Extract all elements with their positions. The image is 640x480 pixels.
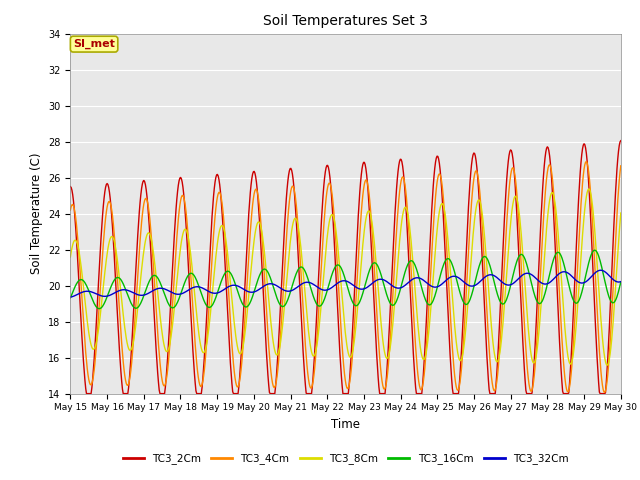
TC3_16Cm <box>219 275 227 280</box>
TC3_8Cm <box>67 254 74 260</box>
TC3_32Cm <box>429 284 436 289</box>
TC3_2Cm <box>67 184 74 190</box>
TC3_2Cm <box>413 391 421 396</box>
Line: TC3_4Cm: TC3_4Cm <box>70 162 621 392</box>
TC3_8Cm <box>218 223 226 228</box>
TC3_4Cm <box>189 307 196 312</box>
Line: TC3_16Cm: TC3_16Cm <box>70 250 621 309</box>
TC3_2Cm <box>77 306 84 312</box>
X-axis label: Time: Time <box>331 418 360 431</box>
TC3_4Cm <box>133 284 141 290</box>
TC3_8Cm <box>603 362 611 368</box>
TC3_8Cm <box>413 305 420 311</box>
TC3_16Cm <box>95 306 103 312</box>
TC3_2Cm <box>134 232 141 238</box>
TC3_2Cm <box>190 360 198 365</box>
TC3_8Cm <box>617 210 625 216</box>
TC3_16Cm <box>67 295 74 301</box>
TC3_4Cm <box>77 272 84 277</box>
TC3_8Cm <box>189 272 196 278</box>
TC3_8Cm <box>429 284 436 289</box>
TC3_8Cm <box>585 186 593 192</box>
Legend: TC3_2Cm, TC3_4Cm, TC3_8Cm, TC3_16Cm, TC3_32Cm: TC3_2Cm, TC3_4Cm, TC3_8Cm, TC3_16Cm, TC3… <box>118 449 573 468</box>
TC3_16Cm <box>429 298 437 303</box>
TC3_4Cm <box>601 389 609 395</box>
Title: Soil Temperatures Set 3: Soil Temperatures Set 3 <box>263 14 428 28</box>
TC3_8Cm <box>77 258 84 264</box>
TC3_2Cm <box>219 219 227 225</box>
TC3_32Cm <box>189 285 196 290</box>
TC3_2Cm <box>83 391 90 396</box>
TC3_2Cm <box>429 183 437 189</box>
TC3_8Cm <box>133 312 141 317</box>
Line: TC3_8Cm: TC3_8Cm <box>70 189 621 365</box>
Y-axis label: Soil Temperature (C): Soil Temperature (C) <box>29 153 43 275</box>
TC3_4Cm <box>429 238 436 244</box>
TC3_32Cm <box>413 275 420 281</box>
TC3_32Cm <box>133 291 141 297</box>
Text: SI_met: SI_met <box>73 39 115 49</box>
TC3_4Cm <box>67 207 74 213</box>
TC3_32Cm <box>617 279 625 285</box>
TC3_32Cm <box>77 290 84 296</box>
TC3_16Cm <box>591 247 598 253</box>
TC3_2Cm <box>617 138 625 144</box>
Line: TC3_32Cm: TC3_32Cm <box>70 270 621 297</box>
TC3_16Cm <box>617 279 625 285</box>
TC3_32Cm <box>597 267 605 273</box>
TC3_4Cm <box>582 159 590 165</box>
TC3_4Cm <box>617 163 625 168</box>
TC3_16Cm <box>413 268 421 274</box>
Line: TC3_2Cm: TC3_2Cm <box>70 141 621 394</box>
TC3_4Cm <box>413 355 420 361</box>
TC3_16Cm <box>134 305 141 311</box>
TC3_16Cm <box>77 277 84 283</box>
TC3_32Cm <box>218 288 226 294</box>
TC3_32Cm <box>67 294 74 300</box>
TC3_16Cm <box>190 272 198 278</box>
TC3_4Cm <box>218 200 226 205</box>
